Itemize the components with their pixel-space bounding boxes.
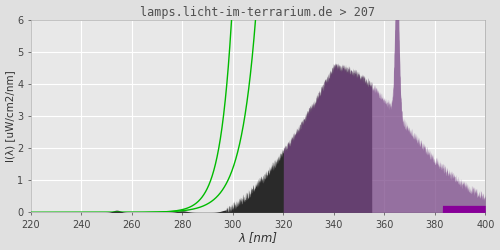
Title: lamps.licht-im-terrarium.de > 207: lamps.licht-im-terrarium.de > 207 — [140, 6, 376, 18]
X-axis label: λ [nm]: λ [nm] — [238, 232, 278, 244]
Y-axis label: I(λ) [uW/cm2/nm]: I(λ) [uW/cm2/nm] — [6, 70, 16, 162]
